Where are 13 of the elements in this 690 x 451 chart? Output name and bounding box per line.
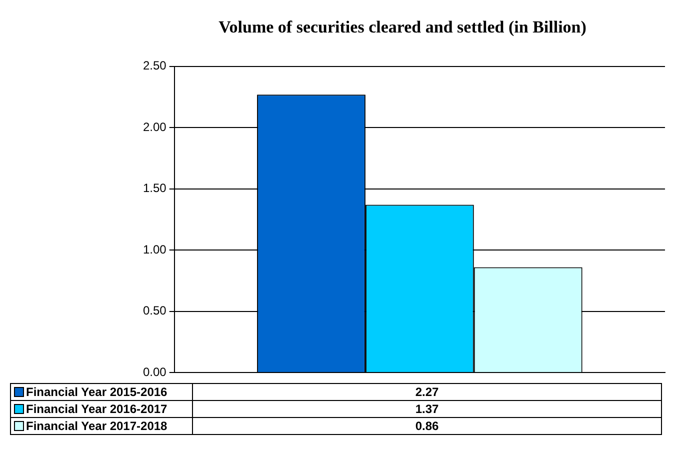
text: 0.86 bbox=[192, 418, 662, 434]
legend-label: Financial Year 2017-2018 bbox=[10, 418, 192, 434]
text: 2.27 bbox=[192, 384, 662, 400]
y-tick-label: 1.50 bbox=[142, 181, 167, 196]
legend-label: Financial Year 2015-2016 bbox=[10, 384, 192, 400]
y-tick-label: 2.50 bbox=[142, 58, 167, 73]
y-tick-label: 2.00 bbox=[142, 120, 167, 134]
legend-label: Financial Year 2016-2017 bbox=[10, 400, 192, 418]
chart-title: Volume of securities cleared and settled (in Billion) bbox=[218, 18, 586, 37]
y-tick-label: 0.50 bbox=[142, 304, 167, 318]
y-tick-label: 1.00 bbox=[142, 242, 167, 256]
text: 1.37 bbox=[192, 400, 662, 418]
y-tick-label: 0.00 bbox=[142, 364, 167, 379]
